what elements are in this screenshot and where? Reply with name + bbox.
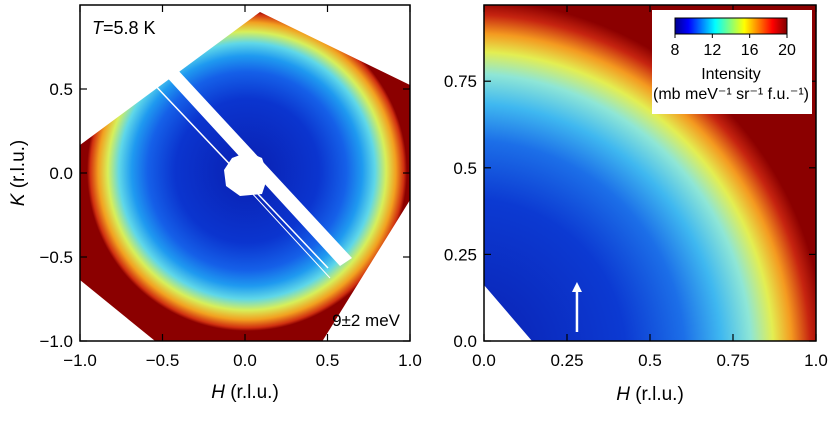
right-y-tick-label: 0.25 <box>444 245 477 264</box>
right-unmeasured-corner <box>484 285 532 341</box>
left-y-tick-label: −0.5 <box>39 248 73 267</box>
arrow-marker <box>571 282 582 332</box>
left-axis-ticks <box>79 5 411 342</box>
left-center-mask <box>224 152 268 196</box>
colorbar-ticks: 8 12 16 20 <box>671 34 796 59</box>
left-x-axis-label: H (r.l.u.) <box>211 382 279 403</box>
right-x-axis-label: H (r.l.u.) <box>616 384 684 405</box>
colorbar-title: Intensity <box>701 66 761 83</box>
right-x-tick-label: 1.0 <box>804 351 828 370</box>
right-panel: 0.0 0.25 0.5 0.75 1.0 0.0 0.25 0.5 0.75 8 12 16 20 … <box>444 4 828 405</box>
left-x-tick-label: 1.0 <box>398 351 422 370</box>
left-x-tick-label: −0.5 <box>146 351 180 370</box>
right-y-tick-label: 0.0 <box>453 332 477 351</box>
right-y-tick-label: 0.75 <box>444 72 477 91</box>
right-x-tick-label: 0.0 <box>472 351 496 370</box>
left-x-tick-label: 0.0 <box>233 351 257 370</box>
colorbar-tick-label: 12 <box>703 42 721 59</box>
left-tick-labels: −1.0 −0.5 0.0 0.5 1.0 −1.0 −0.5 0.0 0.5 <box>39 80 421 370</box>
colorbar-unit: (mb meV⁻¹ sr⁻¹ f.u.⁻¹) <box>653 86 809 103</box>
left-y-tick-label: 0.5 <box>49 80 73 99</box>
right-y-tick-label: 0.5 <box>453 159 477 178</box>
colorbar-tick-label: 8 <box>671 42 680 59</box>
right-tick-labels: 0.0 0.25 0.5 0.75 1.0 0.0 0.25 0.5 0.75 <box>444 72 828 370</box>
colorbar <box>674 17 788 35</box>
colorbar-inset: 8 12 16 20 Intensity (mb meV⁻¹ sr⁻¹ f.u.⁻¹) <box>652 10 812 114</box>
right-x-tick-label: 0.25 <box>550 351 583 370</box>
temperature-annotation: T=5.8 K <box>92 18 156 38</box>
energy-annotation: 9±2 meV <box>332 311 401 330</box>
right-x-tick-label: 0.75 <box>716 351 749 370</box>
left-x-tick-label: 0.5 <box>316 351 340 370</box>
colorbar-tick-label: 20 <box>778 42 796 59</box>
left-y-axis-label: K (r.l.u.) <box>8 140 29 207</box>
left-y-tick-label: −1.0 <box>39 332 73 351</box>
left-y-tick-label: 0.0 <box>49 164 73 183</box>
left-x-tick-label: −1.0 <box>63 351 97 370</box>
colorbar-tick-label: 16 <box>741 42 759 59</box>
right-x-tick-label: 0.5 <box>638 351 662 370</box>
left-panel: −1.0 −0.5 0.0 0.5 1.0−1.0−0.50.00.5 T=5.8 K … <box>8 4 422 403</box>
